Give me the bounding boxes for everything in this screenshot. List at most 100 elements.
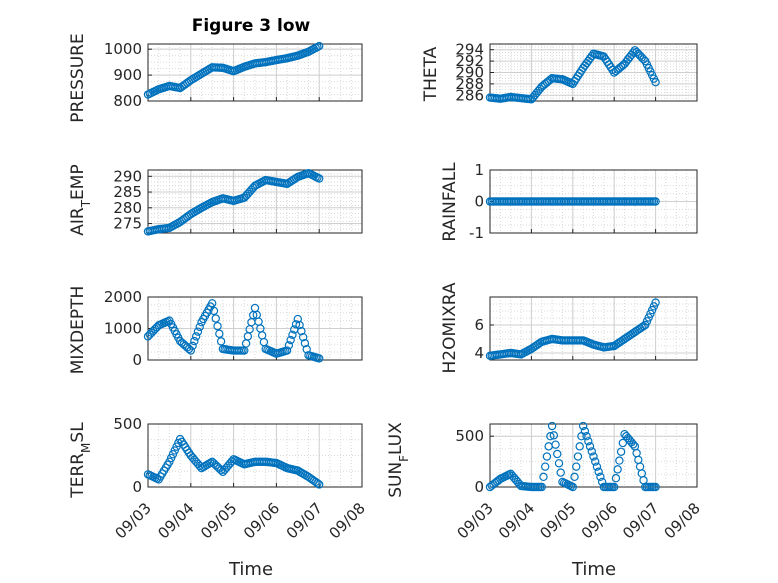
y-tick-label: 280: [113, 199, 142, 217]
data-point: [315, 174, 324, 183]
figure-title: Figure 3 low: [192, 16, 311, 36]
data-point: [282, 346, 292, 355]
y-tick-label: 290: [455, 64, 484, 82]
data-point: [585, 442, 595, 451]
ylabel-h2omixra: H2OMIXRA: [440, 282, 460, 373]
data-point: [297, 326, 306, 336]
data-point: [215, 329, 224, 338]
data-point: [300, 339, 310, 348]
y-tick-label: 2000: [104, 288, 142, 306]
data-point: [286, 335, 295, 345]
y-tick-label: -1: [469, 224, 484, 242]
data-point: [632, 448, 641, 458]
data-point: [539, 472, 548, 482]
ylabel-mixdepth: MIXDEPTH: [68, 286, 88, 375]
data-point: [254, 317, 263, 326]
y-tick-label: 294: [455, 41, 484, 59]
x-tick-label: 09/05: [536, 499, 579, 542]
data-point: [554, 459, 564, 468]
data-point: [537, 482, 546, 492]
axes-terr-msl: TERRMSL 0 500 09/03 09/04 09/05 09/06 09/07 09/…: [68, 415, 369, 542]
axes-pressure: PRESSURE 800 900 1000: [68, 33, 363, 123]
axes-box: [147, 423, 363, 488]
data-point: [206, 458, 215, 468]
x-tick-label: 09/08: [661, 499, 704, 542]
data-point: [313, 479, 322, 488]
data-point: [190, 336, 199, 346]
data-point: [293, 314, 302, 324]
y-tick-label: 4: [474, 344, 484, 362]
y-tick-label: 0: [474, 478, 484, 496]
y-tick-label: 290: [113, 167, 142, 185]
data-point: [575, 442, 584, 451]
data-point: [635, 462, 645, 471]
data-point: [207, 299, 217, 308]
data-point: [611, 473, 621, 483]
data-point: [591, 457, 600, 466]
data-point: [553, 449, 562, 459]
axes-mixdepth: MIXDEPTH 0 1000 2000: [68, 286, 363, 375]
data-point: [610, 482, 619, 492]
data-point: [570, 472, 579, 482]
data-point: [247, 318, 256, 327]
data-point: [257, 331, 267, 340]
x-tick-label: 09/03: [454, 499, 497, 542]
data-point: [651, 482, 660, 492]
data-point: [541, 462, 550, 471]
data-point: [295, 320, 304, 330]
data-point: [191, 332, 201, 341]
data-point: [589, 452, 598, 461]
data-point: [594, 467, 603, 476]
data-point: [188, 341, 197, 351]
x-tick-label: 09/04: [495, 499, 538, 542]
y-tick-label: 0: [132, 478, 142, 496]
data-point: [209, 306, 219, 316]
data-point: [298, 332, 308, 342]
axes-box: [147, 43, 363, 102]
data-point: [578, 421, 588, 431]
data-point: [613, 465, 622, 474]
x-tick-label: 09/08: [326, 499, 369, 542]
data-point: [315, 41, 324, 51]
y-tick-label: 900: [113, 66, 142, 84]
axes-box: [489, 296, 698, 361]
data-point: [315, 354, 324, 363]
data-point: [216, 337, 226, 346]
data-point: [193, 327, 203, 336]
data-point: [582, 431, 591, 441]
y-tick-label: 0: [132, 351, 142, 369]
data-point: [651, 298, 660, 307]
data-point: [302, 345, 311, 354]
ylabel-rainfall: RAINFALL: [440, 162, 460, 242]
xlabel-right: Time: [571, 559, 616, 580]
y-tick-label: 292: [455, 52, 484, 70]
y-tick-label: 500: [455, 427, 484, 445]
x-tick-label: 09/03: [112, 499, 155, 542]
data-point: [634, 455, 643, 465]
data-point: [195, 322, 204, 332]
data-point: [544, 442, 553, 451]
data-point: [216, 466, 226, 475]
xlabel-left: Time: [228, 559, 273, 580]
x-tick-label: 09/05: [197, 499, 240, 542]
ylabel-sun-flux: SUNFLUX: [386, 422, 411, 498]
x-tick-label: 09/06: [578, 499, 621, 542]
data-point: [288, 330, 297, 339]
y-tick-label: 288: [455, 75, 484, 93]
data-point: [556, 468, 565, 477]
y-tick-label: 800: [113, 92, 142, 110]
y-tick-label: 0: [474, 193, 484, 211]
data-point: [546, 431, 555, 441]
y-tick-label: 6: [474, 316, 484, 334]
data-point: [568, 482, 578, 492]
data-point: [651, 77, 660, 87]
y-tick-label: 286: [455, 86, 484, 104]
ylabel-air-temp: AIRTEMP: [68, 164, 93, 235]
x-tick-label: 09/07: [283, 499, 326, 542]
data-point: [241, 339, 251, 348]
data-point: [584, 437, 593, 446]
data-point: [186, 346, 195, 355]
